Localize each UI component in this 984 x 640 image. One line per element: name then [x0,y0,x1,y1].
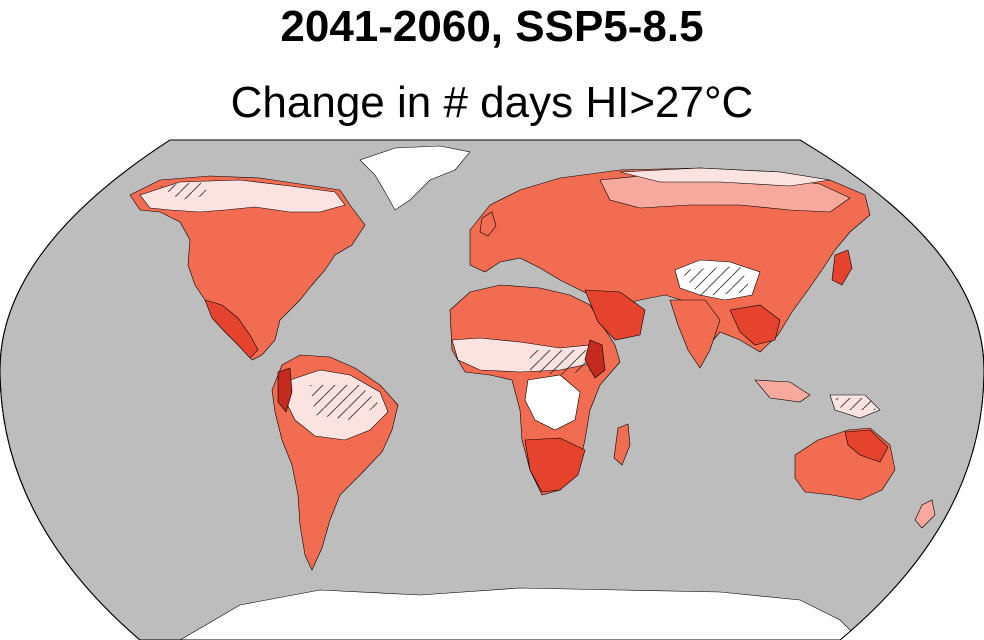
hatch-tibet [680,266,752,296]
hatch-central-africa [530,350,595,375]
region-mexico-high [204,299,259,359]
figure-subtitle: Change in # days HI>27°C [230,78,754,127]
region-east-africa-high [584,339,606,379]
landmass-japan [831,249,853,286]
region-central-africa-low [524,374,581,431]
hatch-new-guinea [835,398,876,410]
landmass-uk [479,211,497,237]
landmass-new-zealand [914,499,936,529]
landmass-india [669,299,721,369]
hatch-amazon [310,385,380,420]
region-australia-north-high [844,429,889,463]
landmass-antarctica [178,587,861,640]
globe-outline [0,139,984,640]
landmass-north-america [129,175,366,361]
landmass-arabia [584,289,646,341]
region-andes-high [277,367,293,413]
landmass-greenland [359,145,471,211]
hatch-north-america-arctic [160,182,210,200]
landmass-madagascar [613,423,631,466]
figure-title: 2041-2060, SSP5-8.5 [280,2,704,51]
region-southeast-asia-high [729,304,781,346]
region-arctic-coast-very-low [619,167,831,187]
landmass-indonesia [754,379,811,403]
region-southern-africa-high [524,437,586,493]
